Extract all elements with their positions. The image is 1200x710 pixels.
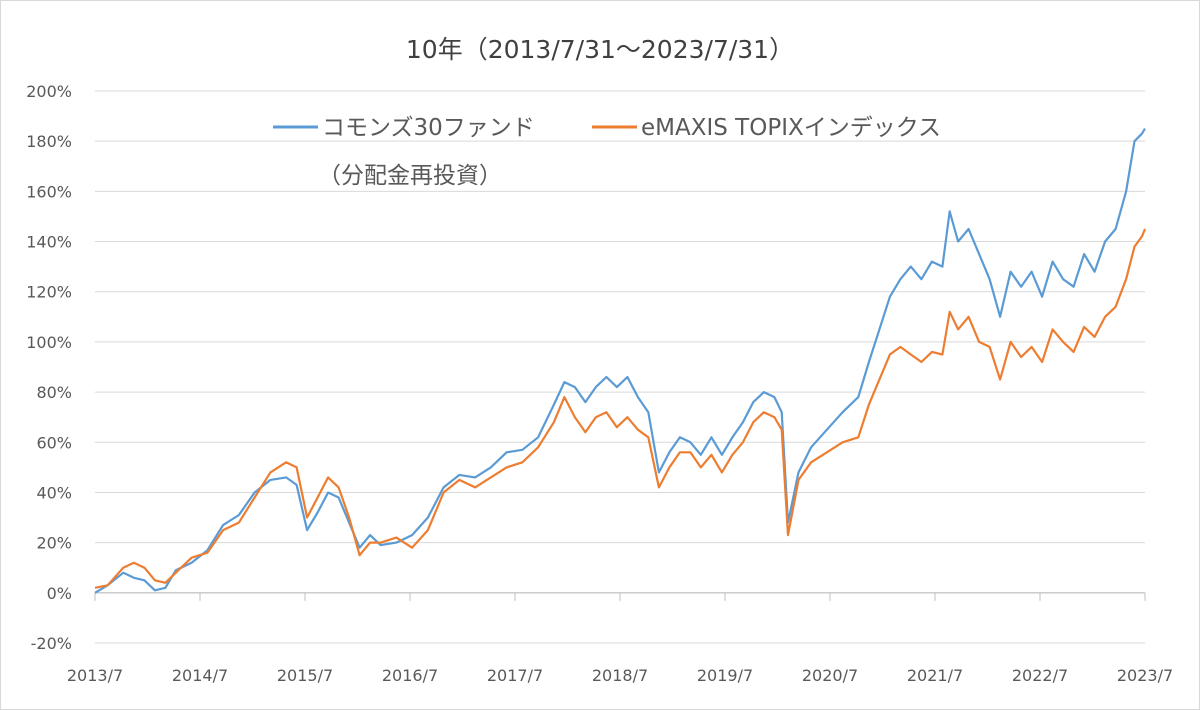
y-tick-label: 80% [36,383,72,402]
y-tick-label: 160% [26,182,72,201]
series-lines [94,128,1147,594]
y-tick-label: 200% [26,82,72,101]
y-tick-label: 100% [26,333,72,352]
x-tick-label: 2019/7 [697,666,753,685]
x-tick-label: 2018/7 [592,666,648,685]
x-tick-label: 2023/7 [1117,666,1173,685]
x-tick-label: 2013/7 [67,666,123,685]
gridlines [95,90,1145,644]
series-line-0 [94,128,1146,594]
y-axis-ticks: 200% 180% 160% 140% 120% 100% 80% 60% 40% 20% 0% -2… [26,82,72,653]
x-tick-label: 2017/7 [487,666,543,685]
series-line-1 [94,228,1147,589]
y-tick-label: 60% [36,433,72,452]
y-tick-label: 120% [26,283,72,302]
x-tick-label: 2016/7 [382,666,438,685]
x-tick-label: 2020/7 [802,666,858,685]
y-tick-label: 40% [36,483,72,502]
y-tick-label: -20% [31,634,72,653]
x-tick-label: 2014/7 [172,666,228,685]
y-tick-label: 180% [26,132,72,151]
legend-label-0-line2: （分配金再投資） [318,163,502,189]
x-tick-label: 2022/7 [1012,666,1068,685]
y-tick-label: 0% [47,584,72,603]
chart-title: 10年（2013/7/31～2023/7/31） [405,35,795,64]
x-tick-label: 2021/7 [907,666,963,685]
legend: コモンズ30ファンド （分配金再投資） eMAXIS TOPIXインデックス [273,115,941,189]
y-tick-label: 20% [36,534,72,553]
legend-label-0: コモンズ30ファンド [322,115,535,141]
x-axis-ticks: 2013/7 2014/7 2015/7 2016/7 2017/7 2018/7 2019… [67,592,1173,685]
legend-label-1: eMAXIS TOPIXインデックス [641,115,941,141]
x-tick-label: 2015/7 [277,666,333,685]
y-tick-label: 140% [26,233,72,252]
